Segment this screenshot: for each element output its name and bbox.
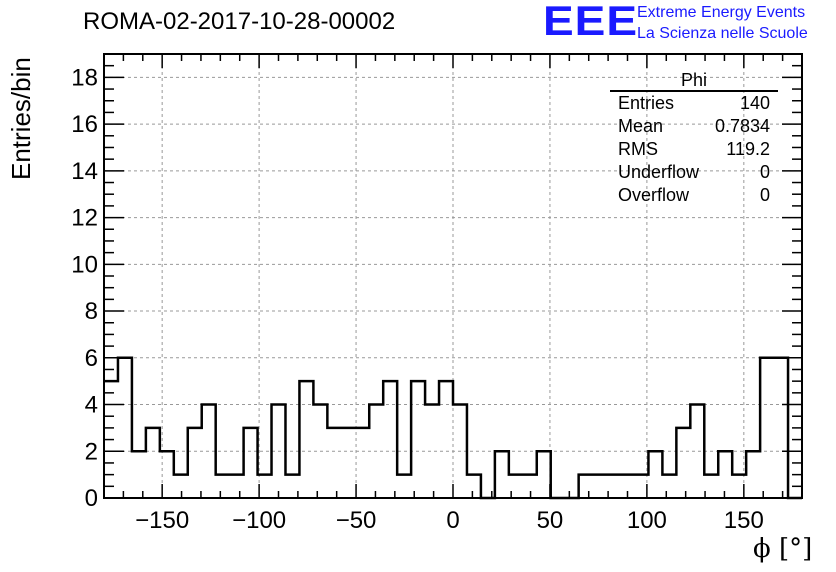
histogram-bin (397, 475, 411, 498)
stats-label: Overflow (618, 185, 690, 205)
stats-row-underflow: Underflow 0 (610, 161, 778, 184)
histogram-bin (676, 428, 690, 498)
histogram-bin (704, 475, 718, 498)
x-axis-label: ϕ [°] (753, 534, 813, 564)
histogram-bin (355, 428, 369, 498)
stats-row-mean: Mean 0.7834 (610, 115, 778, 138)
stats-row-entries: Entries 140 (610, 92, 778, 115)
y-tick-label: 10 (71, 251, 98, 278)
y-tick-label: 4 (85, 392, 98, 419)
stats-value: 0.7834 (714, 116, 770, 136)
x-tick-label: −50 (336, 507, 377, 534)
x-tick-label: 100 (627, 507, 667, 534)
histogram-bin (383, 381, 397, 498)
stats-label: Mean (618, 116, 664, 136)
stats-label: Underflow (618, 162, 700, 182)
histogram-bin (299, 381, 313, 498)
x-tick-label: 0 (446, 507, 459, 534)
x-tick-label: 150 (724, 507, 764, 534)
y-tick-label: 6 (85, 345, 98, 372)
stats-value: 119.2 (726, 139, 770, 159)
histogram-bin (174, 475, 188, 498)
eee-logo-line1: Extreme Energy Events (637, 4, 806, 21)
histogram-bin (439, 381, 453, 498)
y-tick-label: 2 (85, 438, 98, 465)
histogram-bin (132, 451, 146, 498)
stats-row-overflow: Overflow 0 (610, 184, 778, 207)
histogram-bin (662, 475, 676, 498)
histogram-bin (230, 475, 244, 498)
histogram-bin (327, 428, 341, 498)
histogram-bin (467, 475, 481, 498)
stats-label: RMS (618, 139, 658, 159)
y-tick-label: 18 (71, 64, 98, 91)
histogram-bin (146, 428, 160, 498)
stats-value: 0 (759, 185, 770, 205)
histogram-bin (760, 358, 774, 498)
tick-marks (103, 53, 803, 499)
histogram-bin (118, 358, 132, 498)
histogram-bin (579, 475, 593, 498)
x-tick-label: 50 (537, 507, 564, 534)
histogram-bin (718, 451, 732, 498)
y-tick-label: 16 (71, 111, 98, 138)
histogram-bin (188, 428, 202, 498)
histogram-bin (216, 475, 230, 498)
histogram-bin (648, 451, 662, 498)
histogram-bin (537, 451, 551, 498)
histogram-bin (746, 451, 760, 498)
y-tick-label: 8 (85, 298, 98, 325)
stats-value: 0 (759, 162, 770, 182)
eee-logo-line2: La Scienza nelle Scuole (637, 25, 808, 42)
stats-label: Entries (618, 93, 675, 113)
histogram-bin (593, 475, 607, 498)
histogram-outline (104, 356, 802, 500)
grid-lines (104, 54, 802, 498)
stats-title: Phi (610, 70, 778, 92)
y-tick-label: 0 (85, 485, 98, 512)
y-tick-label: 12 (71, 205, 98, 232)
histogram-bin (495, 451, 509, 498)
histogram-bin (523, 475, 537, 498)
y-axis-label: Entries/bin (6, 57, 36, 180)
x-tick-label: −150 (135, 507, 189, 534)
tick-labels: −150 −100 −50 0 50 100 150 0 2 4 6 8 10 12 14 16 18 (71, 64, 764, 534)
stats-value: 140 (739, 93, 770, 113)
stats-box: Phi Entries 140 Mean 0.7834 RMS 119.2 Un… (610, 70, 778, 207)
histogram-bin (244, 428, 258, 498)
eee-logo: EEE (543, 0, 639, 45)
histogram-bin (341, 428, 355, 498)
stats-row-rms: RMS 119.2 (610, 138, 778, 161)
histogram-bin (411, 381, 425, 498)
chart-title: ROMA-02-2017-10-28-00002 (83, 8, 396, 35)
y-tick-label: 14 (71, 158, 98, 185)
x-tick-label: −100 (232, 507, 286, 534)
histogram-bin (774, 358, 788, 498)
